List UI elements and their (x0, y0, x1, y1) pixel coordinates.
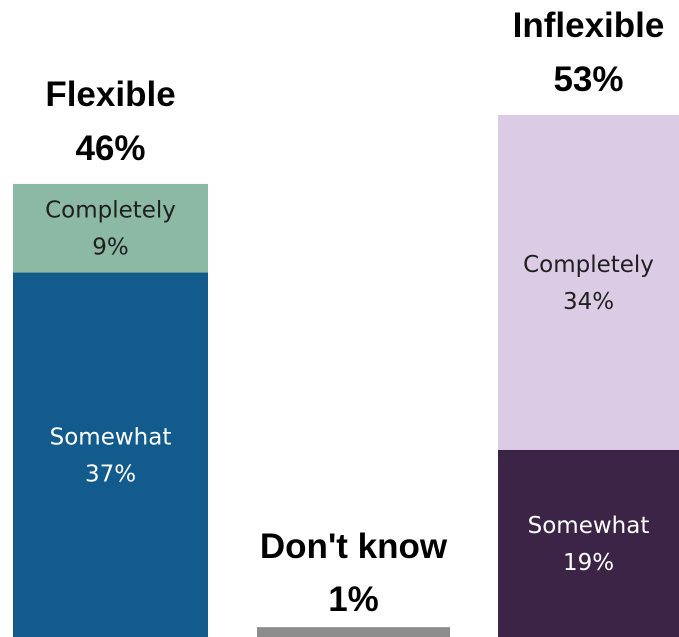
labels-layer: Somewhat 37% Completely 9% Flexible 46% Don't … (45, 6, 664, 619)
category-label-don-t-know: Don't know (260, 527, 448, 566)
segment-label-inflexible-somewhat: Somewhat (528, 513, 650, 539)
category-label-inflexible: Inflexible (513, 6, 665, 45)
category-total-don-t-know: 1% (328, 580, 379, 619)
segment-label-flexible-somewhat: Somewhat (50, 424, 172, 450)
bar-segment-don-t-know-segment (257, 627, 450, 637)
bar-segment-inflexible-completely (498, 114, 679, 450)
category-total-flexible: 46% (75, 129, 145, 168)
segment-label-inflexible-completely: Completely (523, 252, 654, 278)
segment-value-inflexible-somewhat: 19% (563, 550, 614, 576)
category-total-inflexible: 53% (553, 60, 623, 99)
bar-segment-flexible-completely (13, 183, 208, 273)
segment-value-inflexible-completely: 34% (563, 289, 614, 315)
segment-value-flexible-somewhat: 37% (85, 461, 136, 487)
segment-value-flexible-completely: 9% (92, 235, 129, 261)
bar-segment-flexible-somewhat (13, 272, 208, 637)
category-label-flexible: Flexible (45, 75, 175, 114)
bar-segment-inflexible-somewhat (498, 449, 679, 637)
segment-label-flexible-completely: Completely (45, 198, 176, 224)
bars-layer (13, 114, 679, 637)
